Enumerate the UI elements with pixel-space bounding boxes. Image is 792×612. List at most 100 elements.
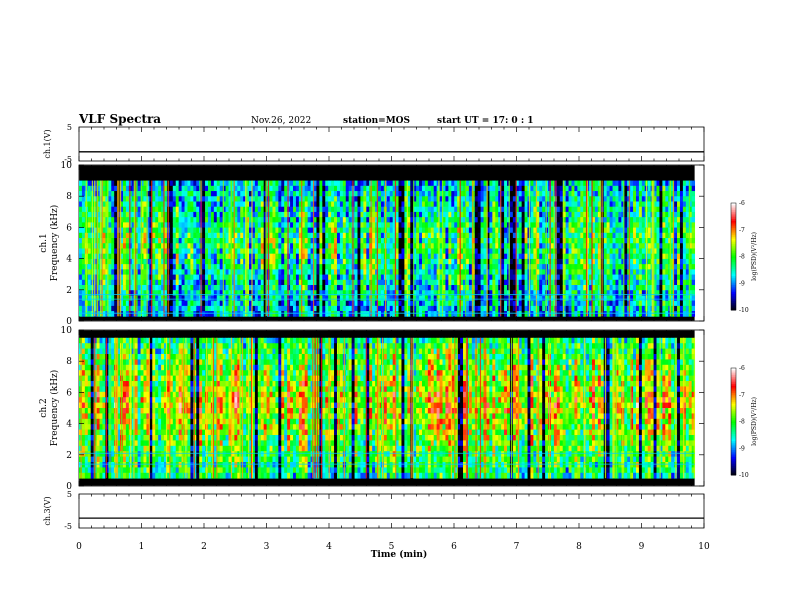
spectrogram-cell <box>181 222 185 228</box>
spectrogram-cell <box>354 217 358 223</box>
spectrogram-cell <box>319 227 323 234</box>
spectrogram-cell <box>301 185 306 192</box>
spectrogram-cell <box>172 311 177 317</box>
spectrogram-cell <box>298 180 303 187</box>
spectrogram-cell <box>416 201 420 208</box>
spectrogram-cell <box>169 274 174 281</box>
spectrogram-cell <box>307 232 311 239</box>
spectrogram-cell <box>436 227 440 234</box>
spectrogram-cell <box>240 295 244 302</box>
spectrogram-cell <box>164 211 168 218</box>
spectrogram-cell <box>416 269 420 275</box>
spectrogram-cell <box>134 196 139 202</box>
spectrogram-cell <box>196 217 200 223</box>
spectrogram-cell <box>263 185 268 192</box>
spectrogram-cell <box>518 211 523 218</box>
spectrogram-cell <box>216 191 221 197</box>
spectrogram-cell <box>125 274 130 281</box>
spectrogram-cell <box>122 305 127 312</box>
spectrogram-cell <box>260 253 265 260</box>
spectrogram-cell <box>372 305 376 312</box>
spectrogram-cell <box>196 248 200 255</box>
spectrogram-cell <box>178 191 182 197</box>
spectrogram-cell <box>202 295 206 302</box>
spectrogram-cell <box>231 258 235 265</box>
spectrogram-cell <box>249 243 253 249</box>
spectrogram-cell <box>293 279 297 286</box>
spectrogram-cell <box>489 185 493 192</box>
spectrogram-cell <box>419 217 423 223</box>
spectrogram-cell <box>272 290 276 296</box>
spectrogram-cell <box>216 274 221 281</box>
spectrogram-cell <box>237 180 241 187</box>
spectrogram-cell <box>424 185 429 192</box>
spectrogram-cell <box>404 248 408 255</box>
spectrogram-cell <box>310 279 314 286</box>
spectrogram-cell <box>419 185 423 192</box>
spectrogram-cell <box>372 185 376 192</box>
spectrogram-cell <box>102 191 106 197</box>
spectrogram-cell <box>454 217 458 223</box>
spectrogram-cell <box>486 279 490 286</box>
spectrogram-cell <box>190 253 194 260</box>
spectrogram-cell <box>190 258 194 265</box>
spectrogram-cell <box>254 217 259 223</box>
spectrogram-cell <box>407 248 411 255</box>
spectrogram-cell <box>193 253 197 260</box>
spectrogram-cell <box>606 201 611 208</box>
spectrogram-cell <box>536 279 540 286</box>
spectrogram-cell <box>246 222 250 228</box>
spectrogram-cell <box>424 269 429 275</box>
spectrogram-cell <box>618 248 622 255</box>
spectrogram-cell <box>131 248 136 255</box>
spectrogram-cell <box>407 227 411 234</box>
spectrogram-cell <box>275 211 279 218</box>
spectrogram-cell <box>79 191 83 197</box>
spectrogram-cell <box>501 243 505 249</box>
spectrogram-cell <box>152 300 156 307</box>
spectrogram-cell <box>378 196 382 202</box>
spectrogram-cell <box>152 196 156 202</box>
spectrogram-cell <box>448 243 452 249</box>
spectrogram-cell <box>468 290 473 296</box>
spectrogram-cell <box>439 238 443 244</box>
spectrogram-cell <box>175 180 180 187</box>
spectrogram-cell <box>240 279 244 286</box>
spectrogram-cell <box>612 206 616 213</box>
spectrogram-cell <box>114 300 118 307</box>
spectrogram-cell <box>483 243 487 249</box>
spectrogram-cell <box>433 206 438 213</box>
spectrogram-cell <box>310 222 314 228</box>
spectrogram-cell <box>421 232 426 239</box>
spectrogram-cell <box>298 274 303 281</box>
spectrogram-cell <box>577 222 581 228</box>
spectrogram-cell <box>448 269 452 275</box>
spectrogram-cell <box>257 311 262 317</box>
spectrogram-cell <box>254 274 259 281</box>
spectrogram-cell <box>272 211 276 218</box>
spectrogram-cell <box>533 185 537 192</box>
spectrogram-cell <box>278 191 282 197</box>
spectrogram-cell <box>433 311 438 317</box>
spectrogram-cell <box>504 191 508 197</box>
spectrogram-cell <box>571 295 575 302</box>
spectrogram-cell <box>550 300 555 307</box>
spectrogram-cell <box>404 258 408 265</box>
spectrogram-cell <box>143 290 147 296</box>
spectrogram-cell <box>451 185 455 192</box>
spectrogram-cell <box>495 206 499 213</box>
spectrogram-cell <box>580 258 584 265</box>
spectrogram-cell <box>249 269 253 275</box>
spectrogram-cell <box>592 279 596 286</box>
spectrogram-cell <box>339 285 344 291</box>
spectrogram-cell <box>457 185 461 192</box>
spectrogram-cell <box>269 227 273 234</box>
spectrogram-cell <box>378 201 382 208</box>
spectrogram-cell <box>592 191 596 197</box>
spectrogram-cell <box>114 185 118 192</box>
spectrogram-cell <box>105 185 109 192</box>
spectrogram-cell <box>79 279 83 286</box>
spectrogram-cell <box>615 222 619 228</box>
spectrogram-cell <box>313 217 317 223</box>
spectrogram-cell <box>181 305 185 312</box>
